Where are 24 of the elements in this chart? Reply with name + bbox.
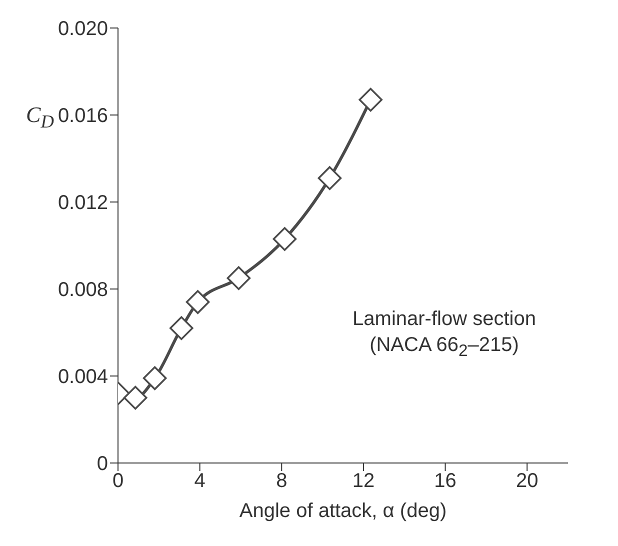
annotation: Laminar-flow section: [352, 307, 537, 332]
point: [358, 88, 383, 112]
x-tick-label: 0: [112, 470, 124, 492]
y-tick-label: 0: [96, 453, 108, 476]
point: [123, 386, 148, 410]
y-tick-label: 0.020: [58, 18, 108, 40]
point: [170, 316, 194, 340]
point: [318, 166, 342, 190]
point: [272, 227, 297, 251]
y-tick-label: 0.012: [58, 192, 108, 214]
point: [142, 366, 167, 390]
point: [226, 266, 251, 290]
x-tick-label: 16: [434, 470, 456, 492]
point: [186, 290, 210, 314]
x-tick-label: 8: [276, 470, 288, 492]
x-tick-label: 20: [516, 470, 538, 492]
y-axis-title: C$_{D}$: [26, 102, 54, 132]
y-tick-label: 0.004: [58, 366, 108, 388]
x-tick-label: 4: [194, 470, 206, 492]
x-tick-label: 12: [352, 470, 375, 492]
y-tick-label: 0.008: [58, 279, 108, 302]
y-tick-label: 0.016: [58, 105, 108, 128]
x-axis-title: Angle of attack, α (deg): [238, 500, 448, 523]
annotation: (NACA 66$_{2}$–215): [368, 333, 520, 362]
